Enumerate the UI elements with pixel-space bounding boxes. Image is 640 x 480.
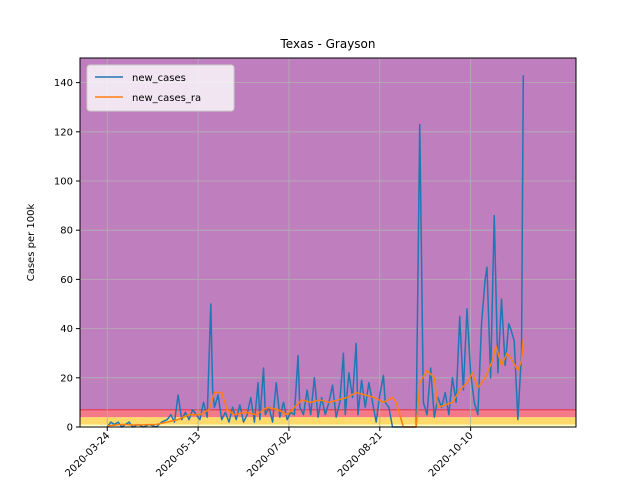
- legend: new_cases new_cases_ra: [86, 64, 235, 112]
- y-tick-label: 40: [60, 324, 73, 335]
- y-tick-label: 140: [54, 78, 73, 89]
- legend-box: [86, 64, 235, 112]
- risk-bands: [80, 58, 576, 427]
- y-axis-label: Cases per 100k: [26, 204, 37, 282]
- legend-label-new_cases_ra: new_cases_ra: [132, 93, 201, 104]
- plot-frame: [79, 57, 577, 428]
- y-tick-label: 100: [54, 177, 73, 188]
- band-2: [80, 409, 576, 418]
- y-tick-label: 80: [60, 226, 73, 237]
- y-tick-label: 120: [54, 127, 73, 138]
- chart-title: Texas - Grayson: [279, 37, 375, 51]
- y-axis: 0 20 40 60 80 100 120 140: [54, 78, 80, 434]
- band-0: [80, 424, 576, 427]
- y-tick-label: 0: [67, 423, 73, 434]
- series-line-new_cases_ra: [107, 338, 525, 428]
- legend-label-new_cases: new_cases: [132, 73, 186, 84]
- y-tick-label: 60: [60, 275, 73, 286]
- y-tick-label: 20: [60, 373, 73, 384]
- series-lines: [106, 75, 525, 428]
- band-1: [80, 417, 576, 425]
